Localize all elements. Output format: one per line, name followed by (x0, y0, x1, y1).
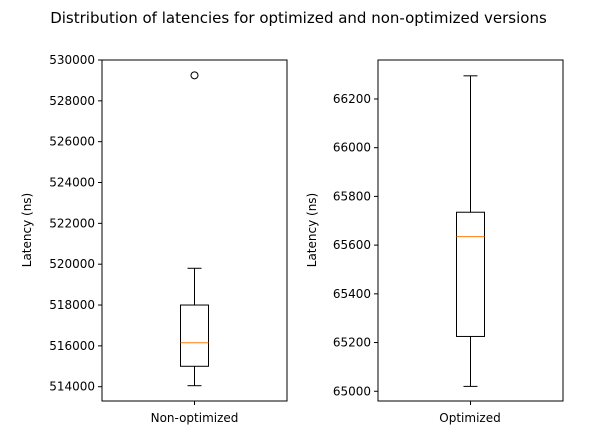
y-tick-label: 65000 (333, 384, 371, 398)
y-axis-label: Latency (ns) (305, 193, 319, 267)
y-tick-label: 530000 (49, 53, 95, 67)
box (456, 211, 485, 337)
box (180, 304, 209, 367)
y-tick-label: 526000 (49, 135, 95, 149)
x-tick-label: Optimized (439, 411, 500, 425)
y-tick-label: 528000 (49, 94, 95, 108)
y-tick-label: 518000 (49, 298, 95, 312)
plot-frame (101, 59, 288, 402)
x-tick-label: Non-optimized (151, 411, 239, 425)
y-tick-label: 522000 (49, 216, 95, 230)
outlier-point (190, 71, 199, 80)
subplot-optimized: Latency (ns) Optimized 65000 65200 65400 65… (305, 59, 564, 425)
y-tick-label: 514000 (49, 380, 95, 394)
chart-title: Distribution of latencies for optimized … (50, 9, 547, 27)
y-tick-label: 524000 (49, 176, 95, 190)
y-tick-label: 516000 (49, 339, 95, 353)
y-tick-label: 65600 (333, 238, 371, 252)
y-tick-label: 65800 (333, 189, 371, 203)
y-axis-label: Latency (ns) (20, 193, 34, 267)
subplot-non-optimized: Latency (ns) Non-optimized 514000 516000 5… (20, 53, 288, 425)
y-tick-label: 66000 (333, 141, 371, 155)
y-tick-label: 65200 (333, 336, 371, 350)
y-tick-label: 66200 (333, 92, 371, 106)
y-tick-label: 520000 (49, 257, 95, 271)
y-tick-label: 65400 (333, 287, 371, 301)
